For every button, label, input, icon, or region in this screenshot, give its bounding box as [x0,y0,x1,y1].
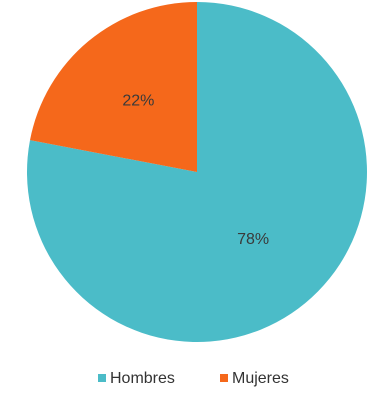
data-label-mujeres: 22% [122,92,154,109]
data-labels: 78% 22% [122,92,269,248]
pie-slice-mujeres [30,2,197,172]
legend-item-mujeres: Mujeres [220,370,289,387]
data-label-hombres: 78% [237,231,269,248]
legend-label-hombres: Hombres [110,370,175,387]
legend-item-hombres: Hombres [98,370,175,387]
pie-slice-hombres [26,2,367,342]
legend-swatch-mujeres [220,374,228,382]
legend-swatch-hombres [98,374,106,382]
legend-label-mujeres: Mujeres [232,370,289,387]
legend: Hombres Mujeres [98,370,289,387]
pie-slices [26,2,367,342]
